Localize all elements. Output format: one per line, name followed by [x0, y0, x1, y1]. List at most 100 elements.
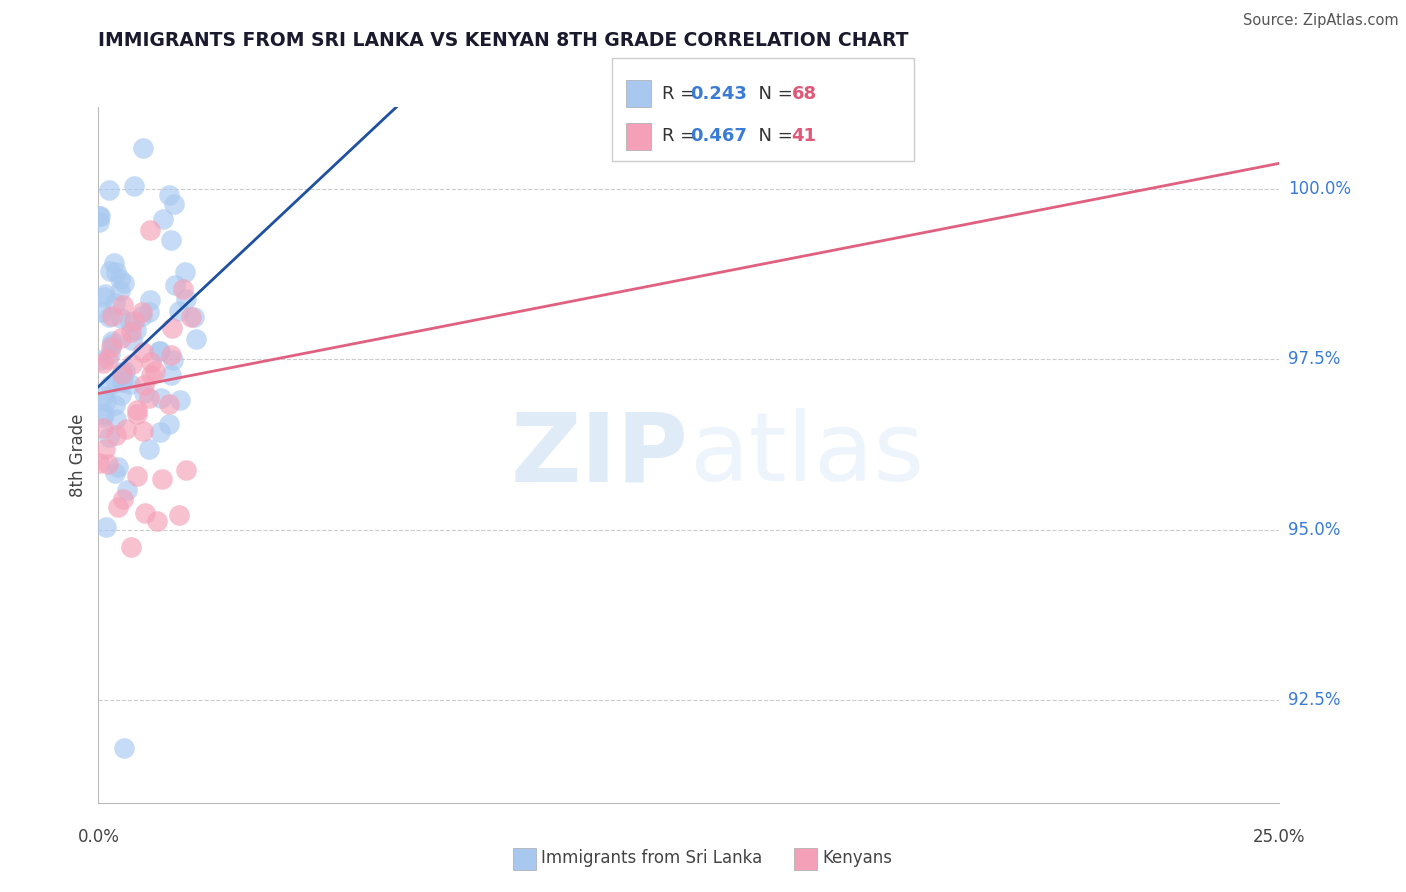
Point — [104, 295, 127, 310]
Point — [111, 368, 134, 382]
Point — [120, 316, 142, 330]
Point — [173, 265, 195, 279]
Point — [121, 357, 143, 371]
Point — [98, 378, 121, 392]
Text: 0.467: 0.467 — [690, 128, 747, 145]
Point — [121, 334, 143, 348]
Point — [100, 309, 122, 323]
Text: IMMIGRANTS FROM SRI LANKA VS KENYAN 8TH GRADE CORRELATION CHART: IMMIGRANTS FROM SRI LANKA VS KENYAN 8TH … — [98, 31, 908, 50]
Point — [125, 322, 148, 336]
Text: 68: 68 — [792, 85, 817, 103]
Point — [111, 365, 134, 379]
Point — [125, 407, 148, 421]
Y-axis label: 8th Grade: 8th Grade — [69, 413, 87, 497]
Point — [139, 223, 162, 237]
Point — [89, 209, 111, 223]
Point — [107, 500, 129, 514]
Text: 25.0%: 25.0% — [1253, 828, 1306, 846]
Point — [183, 310, 205, 325]
Point — [131, 305, 153, 319]
Point — [94, 520, 117, 534]
Point — [89, 353, 111, 368]
Point — [98, 347, 121, 361]
Point — [160, 233, 183, 247]
Point — [162, 196, 184, 211]
Text: N =: N = — [747, 128, 799, 145]
Point — [139, 355, 162, 369]
Point — [107, 459, 129, 474]
Point — [132, 385, 155, 400]
Point — [104, 398, 127, 412]
Point — [101, 334, 124, 348]
Text: Immigrants from Sri Lanka: Immigrants from Sri Lanka — [541, 849, 762, 867]
Text: N =: N = — [747, 85, 799, 103]
Point — [103, 256, 125, 270]
Point — [96, 351, 118, 366]
Point — [112, 298, 135, 312]
Point — [91, 356, 114, 370]
Text: 92.5%: 92.5% — [1288, 691, 1340, 709]
Text: 95.0%: 95.0% — [1288, 521, 1340, 539]
Text: 0.243: 0.243 — [690, 85, 747, 103]
Point — [120, 325, 142, 339]
Point — [127, 402, 149, 417]
Point — [174, 292, 197, 306]
Point — [169, 508, 191, 523]
Point — [162, 353, 184, 368]
Point — [114, 364, 136, 378]
Point — [93, 408, 115, 422]
Point — [94, 286, 117, 301]
Text: 97.5%: 97.5% — [1288, 351, 1340, 368]
Point — [105, 428, 128, 442]
Point — [132, 424, 155, 438]
Point — [149, 343, 172, 358]
Point — [100, 336, 122, 351]
Text: 41: 41 — [792, 128, 817, 145]
Point — [104, 375, 127, 389]
Point — [93, 442, 115, 456]
Point — [145, 364, 167, 378]
Point — [108, 272, 131, 286]
Point — [91, 421, 114, 435]
Point — [89, 215, 111, 229]
Point — [91, 304, 114, 318]
Point — [148, 343, 170, 358]
Point — [159, 368, 181, 383]
Point — [184, 333, 207, 347]
Text: R =: R = — [662, 85, 702, 103]
Point — [110, 387, 132, 401]
Point — [160, 320, 183, 334]
Point — [134, 507, 156, 521]
Point — [105, 265, 128, 279]
Point — [172, 282, 194, 296]
Point — [138, 304, 160, 318]
Point — [120, 540, 142, 554]
Point — [97, 183, 120, 197]
Point — [112, 741, 135, 756]
Point — [160, 348, 183, 362]
Point — [180, 310, 202, 325]
Text: atlas: atlas — [689, 409, 924, 501]
Point — [111, 374, 134, 388]
Point — [132, 377, 155, 392]
Point — [157, 188, 180, 202]
Point — [131, 310, 153, 324]
Point — [174, 463, 197, 477]
Point — [108, 285, 131, 299]
Point — [98, 430, 121, 444]
Point — [100, 340, 122, 354]
Point — [98, 264, 121, 278]
Point — [89, 456, 111, 470]
Point — [138, 442, 160, 457]
Point — [91, 388, 114, 402]
Point — [111, 375, 134, 389]
Point — [91, 410, 114, 425]
Point — [138, 293, 160, 307]
Text: R =: R = — [662, 128, 702, 145]
Point — [97, 310, 120, 324]
Point — [169, 393, 191, 408]
Text: Kenyans: Kenyans — [823, 849, 893, 867]
Point — [118, 376, 141, 391]
Point — [169, 304, 191, 318]
Point — [138, 391, 160, 405]
